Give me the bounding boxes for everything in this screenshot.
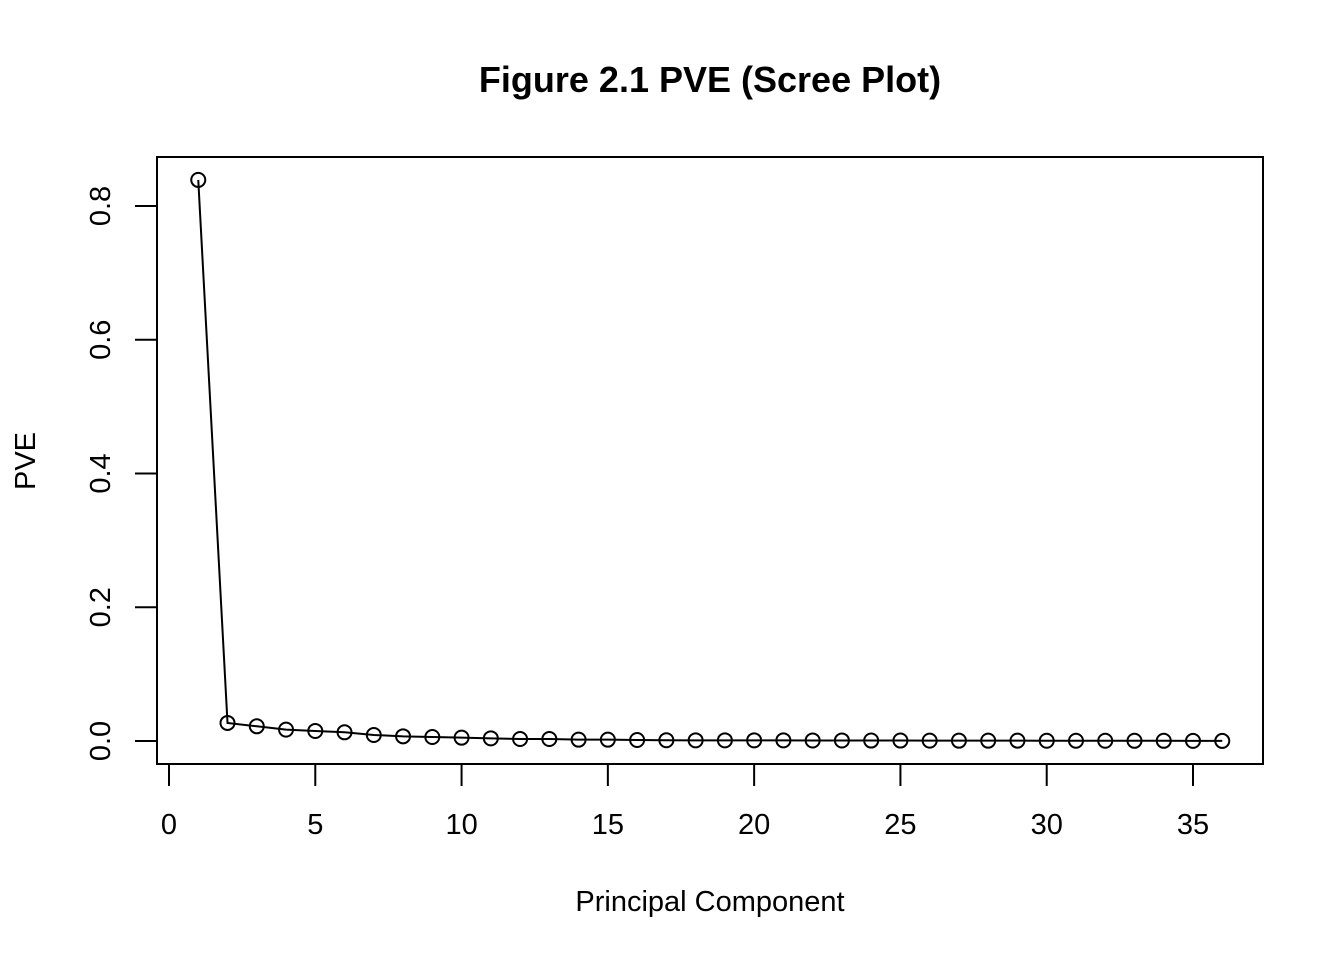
data-point bbox=[950, 732, 967, 749]
data-point bbox=[482, 730, 499, 747]
y-tick-label: 0.8 bbox=[85, 186, 117, 226]
x-tick-label: 15 bbox=[592, 809, 624, 841]
y-axis: 0.0 0.2 0.4 0.6 0.8 bbox=[85, 186, 158, 761]
x-tick-label: 10 bbox=[445, 809, 477, 841]
y-tick-label: 0.4 bbox=[85, 453, 117, 493]
data-point bbox=[453, 729, 470, 746]
series-layer bbox=[190, 171, 1231, 749]
x-tick-label: 25 bbox=[884, 809, 916, 841]
data-point bbox=[863, 732, 880, 749]
data-point bbox=[512, 730, 529, 747]
x-tick-label: 30 bbox=[1031, 809, 1063, 841]
x-tick-label: 20 bbox=[738, 809, 770, 841]
y-tick-label: 0.0 bbox=[85, 721, 117, 761]
data-point bbox=[570, 731, 587, 748]
data-point bbox=[365, 726, 382, 743]
data-point bbox=[746, 732, 763, 749]
data-point bbox=[219, 714, 236, 731]
data-point bbox=[980, 732, 997, 749]
data-point bbox=[1185, 732, 1201, 749]
data-point bbox=[336, 724, 353, 741]
chart-title: Figure 2.1 PVE (Scree Plot) bbox=[479, 59, 941, 100]
data-point bbox=[1067, 732, 1084, 749]
data-point bbox=[658, 732, 675, 749]
data-point bbox=[629, 731, 646, 748]
x-axis-label: Principal Component bbox=[575, 886, 844, 918]
data-point bbox=[1097, 732, 1114, 749]
data-point bbox=[541, 730, 558, 747]
data-point bbox=[921, 732, 938, 749]
data-point bbox=[190, 171, 207, 188]
data-point bbox=[833, 732, 850, 749]
data-point bbox=[248, 718, 265, 735]
y-tick-label: 0.6 bbox=[85, 320, 117, 360]
data-point bbox=[716, 732, 733, 749]
data-point bbox=[1009, 732, 1026, 749]
data-point bbox=[1214, 732, 1231, 749]
data-point bbox=[599, 731, 616, 748]
y-tick-label: 0.2 bbox=[85, 587, 117, 627]
data-point bbox=[1155, 732, 1172, 749]
data-point bbox=[804, 732, 821, 749]
x-tick-label: 0 bbox=[161, 809, 177, 841]
data-point bbox=[892, 732, 909, 749]
x-tick-label: 5 bbox=[307, 809, 323, 841]
data-point bbox=[1126, 732, 1143, 749]
data-point bbox=[1038, 732, 1055, 749]
data-point bbox=[278, 721, 295, 738]
data-point bbox=[687, 732, 704, 749]
data-point bbox=[395, 728, 412, 745]
y-axis-label: PVE bbox=[10, 432, 42, 490]
x-tick-label: 35 bbox=[1177, 809, 1209, 841]
data-point bbox=[424, 728, 441, 745]
data-point bbox=[775, 732, 792, 749]
series-line bbox=[197, 179, 1223, 742]
x-axis: 0 5 10 15 20 25 30 35 bbox=[161, 763, 1209, 841]
data-point bbox=[307, 722, 324, 739]
